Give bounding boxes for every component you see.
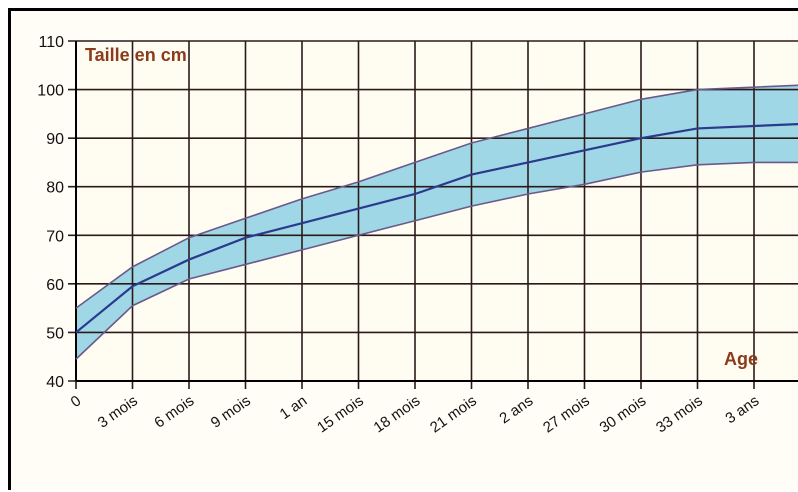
- y-tick-label: 60: [46, 277, 64, 294]
- y-tick-label: 70: [46, 228, 64, 245]
- x-tick-label: 27 mois: [540, 392, 593, 436]
- x-tick-label: 1 an: [277, 392, 311, 423]
- upper-bound-line: [75, 84, 798, 309]
- x-tick-label: 2 ans: [496, 392, 536, 427]
- x-tick-label: 3 ans: [722, 392, 762, 427]
- y-tick-label: 90: [46, 131, 64, 148]
- y-tick-label: 40: [46, 374, 64, 391]
- x-tick-label: 30 mois: [597, 392, 650, 436]
- x-tick-label: 33 mois: [653, 392, 706, 436]
- median-line: [75, 123, 798, 334]
- x-tick-label: 21 mois: [427, 392, 480, 436]
- x-tick-label: 0: [68, 392, 85, 411]
- x-tick-label: 9 mois: [208, 392, 254, 431]
- y-tick-label: 80: [46, 180, 64, 197]
- x-tick-label: 3 mois: [95, 392, 141, 431]
- y-tick-label: 50: [46, 325, 64, 342]
- x-axis-label: Age: [724, 349, 758, 369]
- normal-range-band: [76, 85, 798, 360]
- lower-bound-line: [75, 161, 798, 360]
- y-tick-label: 100: [37, 83, 64, 100]
- x-tick-label: 6 mois: [151, 392, 197, 431]
- x-tick-label: 15 mois: [314, 392, 367, 436]
- y-tick-label: 110: [38, 34, 64, 51]
- y-axis-label: Taille en cm: [85, 45, 187, 65]
- growth-chart: 40 50 60 70 80 90 100 110 0 3 mois 6 mois 9 mois 1 …: [37, 34, 798, 436]
- chart-frame: 40 50 60 70 80 90 100 110 0 3 mois 6 mois 9 mois 1 …: [8, 8, 798, 490]
- x-tick-label: 18 mois: [371, 392, 424, 436]
